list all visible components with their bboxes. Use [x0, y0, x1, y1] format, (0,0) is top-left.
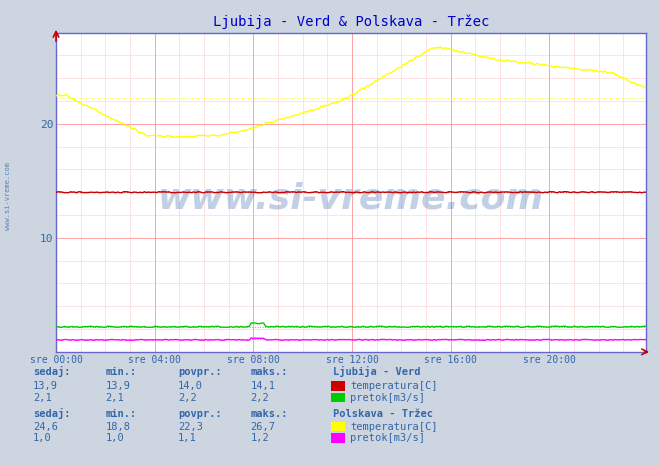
- Text: 1,0: 1,0: [33, 433, 51, 443]
- Text: 18,8: 18,8: [105, 422, 130, 432]
- Text: Ljubija - Verd: Ljubija - Verd: [333, 366, 420, 377]
- Text: 22,3: 22,3: [178, 422, 203, 432]
- Text: povpr.:: povpr.:: [178, 409, 221, 419]
- Text: 2,2: 2,2: [250, 393, 269, 403]
- Text: pretok[m3/s]: pretok[m3/s]: [350, 433, 425, 443]
- Text: 13,9: 13,9: [105, 381, 130, 391]
- Text: maks.:: maks.:: [250, 409, 288, 419]
- Text: 14,0: 14,0: [178, 381, 203, 391]
- Text: 24,6: 24,6: [33, 422, 58, 432]
- Text: temperatura[C]: temperatura[C]: [350, 422, 438, 432]
- Text: min.:: min.:: [105, 409, 136, 419]
- Text: 1,1: 1,1: [178, 433, 196, 443]
- Text: pretok[m3/s]: pretok[m3/s]: [350, 393, 425, 403]
- Title: Ljubija - Verd & Polskava - Tržec: Ljubija - Verd & Polskava - Tržec: [213, 14, 489, 29]
- Text: 1,0: 1,0: [105, 433, 124, 443]
- Text: maks.:: maks.:: [250, 367, 288, 377]
- Text: min.:: min.:: [105, 367, 136, 377]
- Text: www.si-vreme.com: www.si-vreme.com: [5, 162, 11, 230]
- Text: 26,7: 26,7: [250, 422, 275, 432]
- Text: 13,9: 13,9: [33, 381, 58, 391]
- Text: 2,2: 2,2: [178, 393, 196, 403]
- Text: sedaj:: sedaj:: [33, 366, 71, 377]
- Text: www.si-vreme.com: www.si-vreme.com: [158, 182, 544, 216]
- Text: 14,1: 14,1: [250, 381, 275, 391]
- Text: temperatura[C]: temperatura[C]: [350, 381, 438, 391]
- Text: 2,1: 2,1: [105, 393, 124, 403]
- Text: sedaj:: sedaj:: [33, 408, 71, 419]
- Text: 2,1: 2,1: [33, 393, 51, 403]
- Text: povpr.:: povpr.:: [178, 367, 221, 377]
- Text: 1,2: 1,2: [250, 433, 269, 443]
- Text: Polskava - Tržec: Polskava - Tržec: [333, 409, 433, 419]
